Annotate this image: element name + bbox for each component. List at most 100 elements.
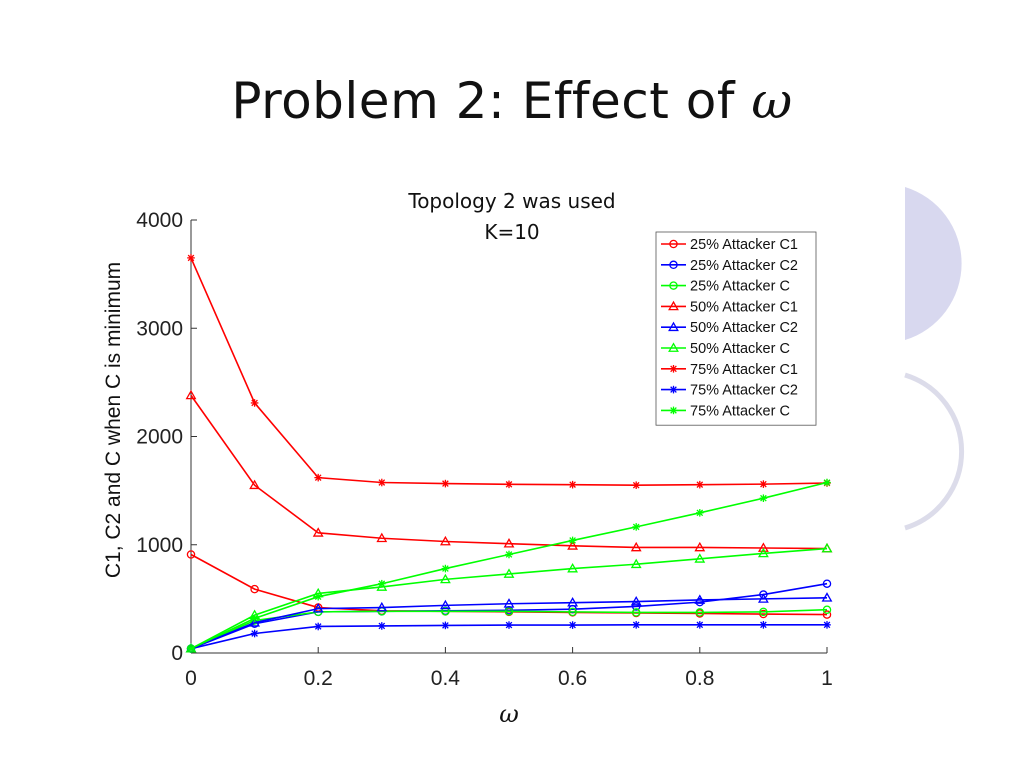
- legend-label: 50% Attacker C: [690, 341, 790, 357]
- legend-label: 50% Attacker C2: [690, 320, 798, 336]
- data-point-triangle: [503, 538, 515, 548]
- legend-item: 50% Attacker C1: [661, 299, 798, 315]
- data-point-star: [250, 614, 259, 623]
- data-point-triangle: [694, 594, 706, 604]
- x-tick-label: 0.4: [431, 667, 461, 690]
- chart-subtitle-line: K=10: [484, 220, 539, 244]
- data-point-triangle: [668, 342, 679, 352]
- data-point-triangle: [185, 389, 197, 400]
- series-lines: [185, 254, 833, 653]
- data-point-triangle: [376, 601, 388, 612]
- y-tick-label: 2000: [136, 426, 183, 449]
- data-point-star: [441, 621, 450, 630]
- legend-label: 75% Attacker C1: [690, 362, 798, 378]
- data-point-triangle: [757, 547, 769, 558]
- slide-title-omega: ω: [751, 72, 793, 130]
- legend-label: 75% Attacker C: [690, 403, 790, 419]
- data-point-star: [759, 480, 768, 488]
- legend-label: 25% Attacker C1: [690, 237, 798, 253]
- data-point-triangle: [567, 540, 579, 550]
- legend-item: 25% Attacker C: [661, 279, 790, 295]
- data-point-star: [314, 473, 322, 482]
- slide-title-text: Problem 2: Effect of: [231, 72, 752, 130]
- decorative-filled-circle: [905, 187, 962, 340]
- data-point-star: [696, 621, 704, 629]
- axis-ticks: 0 0.2 0.4 0.6 0.8 1 0 1000 2000 3000 4000: [136, 209, 833, 690]
- data-point-star: [568, 621, 577, 629]
- data-point-star: [568, 480, 577, 489]
- data-point-circle: [669, 260, 678, 270]
- data-point-circle: [695, 608, 705, 617]
- data-point-star: [505, 550, 513, 559]
- data-point-triangle: [757, 593, 769, 603]
- legend-label: 75% Attacker C2: [690, 383, 798, 399]
- data-point-triangle: [821, 542, 833, 553]
- series-line: [190, 553, 828, 616]
- data-point-star: [632, 481, 640, 490]
- data-point-star: [632, 523, 640, 531]
- data-point-star: [696, 509, 704, 517]
- data-point-star: [759, 494, 768, 503]
- legend-item: 25% Attacker C2: [661, 258, 798, 274]
- series: [187, 254, 831, 490]
- series-line: [190, 547, 828, 650]
- data-point-star: [568, 536, 577, 545]
- data-point-triangle: [249, 479, 261, 490]
- x-tick-label: 0.8: [685, 667, 714, 690]
- legend-label: 25% Attacker C2: [690, 258, 798, 274]
- data-point-star: [505, 621, 513, 629]
- data-point-star: [378, 622, 386, 630]
- data-point-circle: [822, 605, 832, 614]
- x-tick-label: 0.6: [558, 667, 587, 690]
- data-point-triangle: [630, 595, 642, 606]
- data-point-triangle: [567, 597, 579, 607]
- legend-item: 75% Attacker C: [661, 403, 790, 419]
- data-point-star: [378, 478, 386, 487]
- data-point-circle: [822, 579, 832, 588]
- data-point-star: [505, 480, 513, 489]
- data-point-triangle: [821, 592, 833, 602]
- data-point-star: [250, 399, 259, 407]
- data-point-triangle: [503, 568, 515, 578]
- legend-item: 50% Attacker C: [661, 341, 790, 357]
- data-point-circle: [631, 608, 641, 617]
- data-point-triangle: [439, 599, 451, 610]
- data-point-star: [441, 479, 450, 488]
- chart-subtitle: Topology 2 was used K=10: [407, 189, 615, 244]
- data-point-triangle: [567, 562, 579, 573]
- data-point-circle: [441, 607, 450, 616]
- data-point-circle: [631, 602, 641, 611]
- data-point-triangle: [757, 542, 769, 552]
- y-tick-label: 3000: [136, 317, 183, 340]
- data-point-star: [378, 579, 386, 588]
- legend-label: 50% Attacker C1: [690, 299, 798, 315]
- legend-item: 75% Attacker C1: [661, 362, 798, 378]
- x-tick-label: 1: [821, 667, 833, 690]
- chart-subtitle-line: Topology 2 was used: [407, 189, 615, 213]
- legend-item: 25% Attacker C1: [661, 237, 798, 253]
- data-point-circle: [669, 239, 678, 249]
- data-point-star: [669, 365, 678, 373]
- legend: 25% Attacker C1 25% Attacker C2 25% Attack…: [655, 231, 817, 426]
- data-point-star: [823, 478, 831, 487]
- x-axis-label: ω: [499, 700, 519, 728]
- data-point-star: [441, 564, 450, 573]
- data-point-star: [759, 621, 768, 629]
- y-tick-label: 0: [171, 642, 183, 665]
- data-point-star: [823, 621, 831, 629]
- data-point-triangle: [694, 553, 706, 563]
- data-point-circle: [822, 610, 832, 619]
- decorative-outline-circle: [904, 372, 965, 531]
- data-point-star: [669, 385, 678, 394]
- series-line: [190, 608, 828, 650]
- data-point-triangle: [312, 527, 324, 537]
- series-line: [190, 394, 828, 550]
- data-point-star: [187, 644, 195, 653]
- data-point-circle: [568, 607, 577, 617]
- slide-title: Problem 2: Effect of ω: [0, 72, 1024, 130]
- data-point-triangle: [503, 598, 515, 608]
- data-point-triangle: [249, 617, 261, 627]
- data-point-triangle: [668, 300, 679, 311]
